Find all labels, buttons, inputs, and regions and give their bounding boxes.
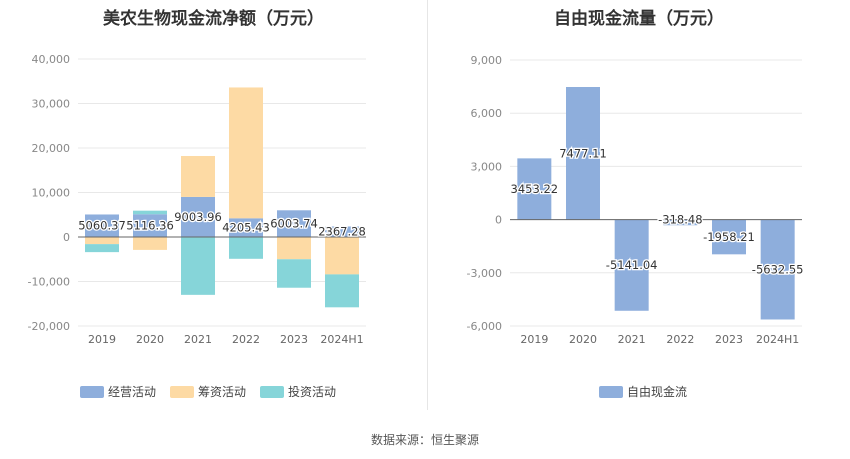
y-tick-label: 20,000 <box>32 142 71 155</box>
y-tick-label: 30,000 <box>32 98 71 111</box>
bar <box>712 219 746 255</box>
data-label: 3453.22 <box>511 182 559 196</box>
y-tick-label: 3,000 <box>471 160 503 173</box>
y-tick-label: -3,000 <box>467 267 502 280</box>
bar <box>133 210 167 215</box>
y-tick-label: -20,000 <box>28 320 70 333</box>
legend-item[interactable]: 筹资活动 <box>170 383 246 400</box>
x-tick-label: 2023 <box>715 333 743 346</box>
data-source-note: 数据来源：恒生聚源 <box>370 433 479 447</box>
x-tick-label: 2023 <box>280 333 308 346</box>
bar <box>85 244 119 253</box>
y-tick-label: 6,000 <box>471 107 503 120</box>
left-chart-title: 美农生物现金流净额（万元） <box>103 9 324 29</box>
x-tick-label: 2019 <box>88 333 116 346</box>
legend-item[interactable]: 投资活动 <box>260 383 336 400</box>
bar <box>325 226 359 237</box>
right-chart-title: 自由现金流量（万元） <box>554 9 724 29</box>
x-tick-label: 2019 <box>520 333 548 346</box>
y-tick-label: 40,000 <box>32 53 71 66</box>
bar <box>229 218 263 237</box>
bar <box>277 210 311 237</box>
y-tick-label: 0 <box>495 214 502 227</box>
x-tick-label: 2024H1 <box>320 333 363 346</box>
bar <box>85 237 119 245</box>
right-chart-panel: 自由现金流量（万元） 9,000 6,000 3,000 0 -3,000 -6,000 2… <box>428 0 850 410</box>
x-tick-label: 2020 <box>136 333 164 346</box>
data-label: 5116.36 <box>126 219 174 233</box>
bar <box>181 155 215 197</box>
data-label: 6003.74 <box>270 217 318 231</box>
data-label: -5141.04 <box>606 258 658 272</box>
bar <box>663 219 698 226</box>
x-tick-label: 2020 <box>569 333 597 346</box>
y-tick-label: 10,000 <box>32 187 71 200</box>
bar <box>277 237 311 260</box>
x-tick-label: 2022 <box>666 333 694 346</box>
data-label: -318.48 <box>658 213 702 227</box>
x-tick-label: 2021 <box>184 333 212 346</box>
bar <box>229 237 263 259</box>
legend-swatch <box>599 385 623 398</box>
data-label: -1958.21 <box>703 230 755 244</box>
right-chart-svg: 9,000 6,000 3,000 0 -3,000 -6,000 2019 2020 2021… <box>467 54 805 346</box>
y-tick-label: -10,000 <box>28 276 70 289</box>
bar <box>325 237 359 275</box>
legend-label: 经营活动 <box>108 385 157 399</box>
x-tick-label: 2024H1 <box>756 333 799 346</box>
data-label: 7477.11 <box>559 146 607 160</box>
legend-swatch <box>260 385 285 398</box>
bar <box>181 237 215 295</box>
legend-swatch <box>170 385 195 398</box>
left-chart-svg: 40,000 30,000 20,000 10,000 0 -10,000 -20,000 2… <box>28 53 368 346</box>
bar <box>277 259 311 288</box>
bar <box>229 87 263 219</box>
bar <box>566 87 600 220</box>
left-chart-legend: 经营活动 筹资活动 投资活动 <box>80 383 336 400</box>
bar <box>85 214 119 237</box>
legend-label: 投资活动 <box>288 385 337 399</box>
data-label: 5060.37 <box>78 219 126 233</box>
data-label: 4205.43 <box>222 221 270 235</box>
bar <box>133 214 167 237</box>
legend-item[interactable]: 自由现金流 <box>599 383 687 400</box>
bar <box>760 219 795 320</box>
y-tick-label: 9,000 <box>471 54 503 67</box>
y-tick-label: -6,000 <box>467 320 502 333</box>
left-chart-panel: 美农生物现金流净额（万元） 40,000 30,000 20,000 10,000 0 -… <box>0 0 427 410</box>
bar <box>181 196 215 237</box>
x-tick-label: 2022 <box>232 333 260 346</box>
bar <box>325 274 359 308</box>
legend-swatch <box>80 385 104 398</box>
right-chart-legend: 自由现金流 <box>599 383 687 400</box>
x-tick-label: 2021 <box>618 333 646 346</box>
legend-item[interactable]: 经营活动 <box>80 383 156 400</box>
legend-label: 自由现金流 <box>627 385 688 399</box>
legend-label: 筹资活动 <box>198 385 247 399</box>
bar <box>614 219 649 311</box>
bar <box>517 158 552 220</box>
data-label: -5632.55 <box>752 263 804 277</box>
bar <box>133 237 167 250</box>
data-label: 9003.96 <box>174 210 222 224</box>
y-tick-label: 0 <box>63 231 70 244</box>
panel-divider <box>427 0 428 410</box>
data-label: 2367.28 <box>318 225 366 239</box>
